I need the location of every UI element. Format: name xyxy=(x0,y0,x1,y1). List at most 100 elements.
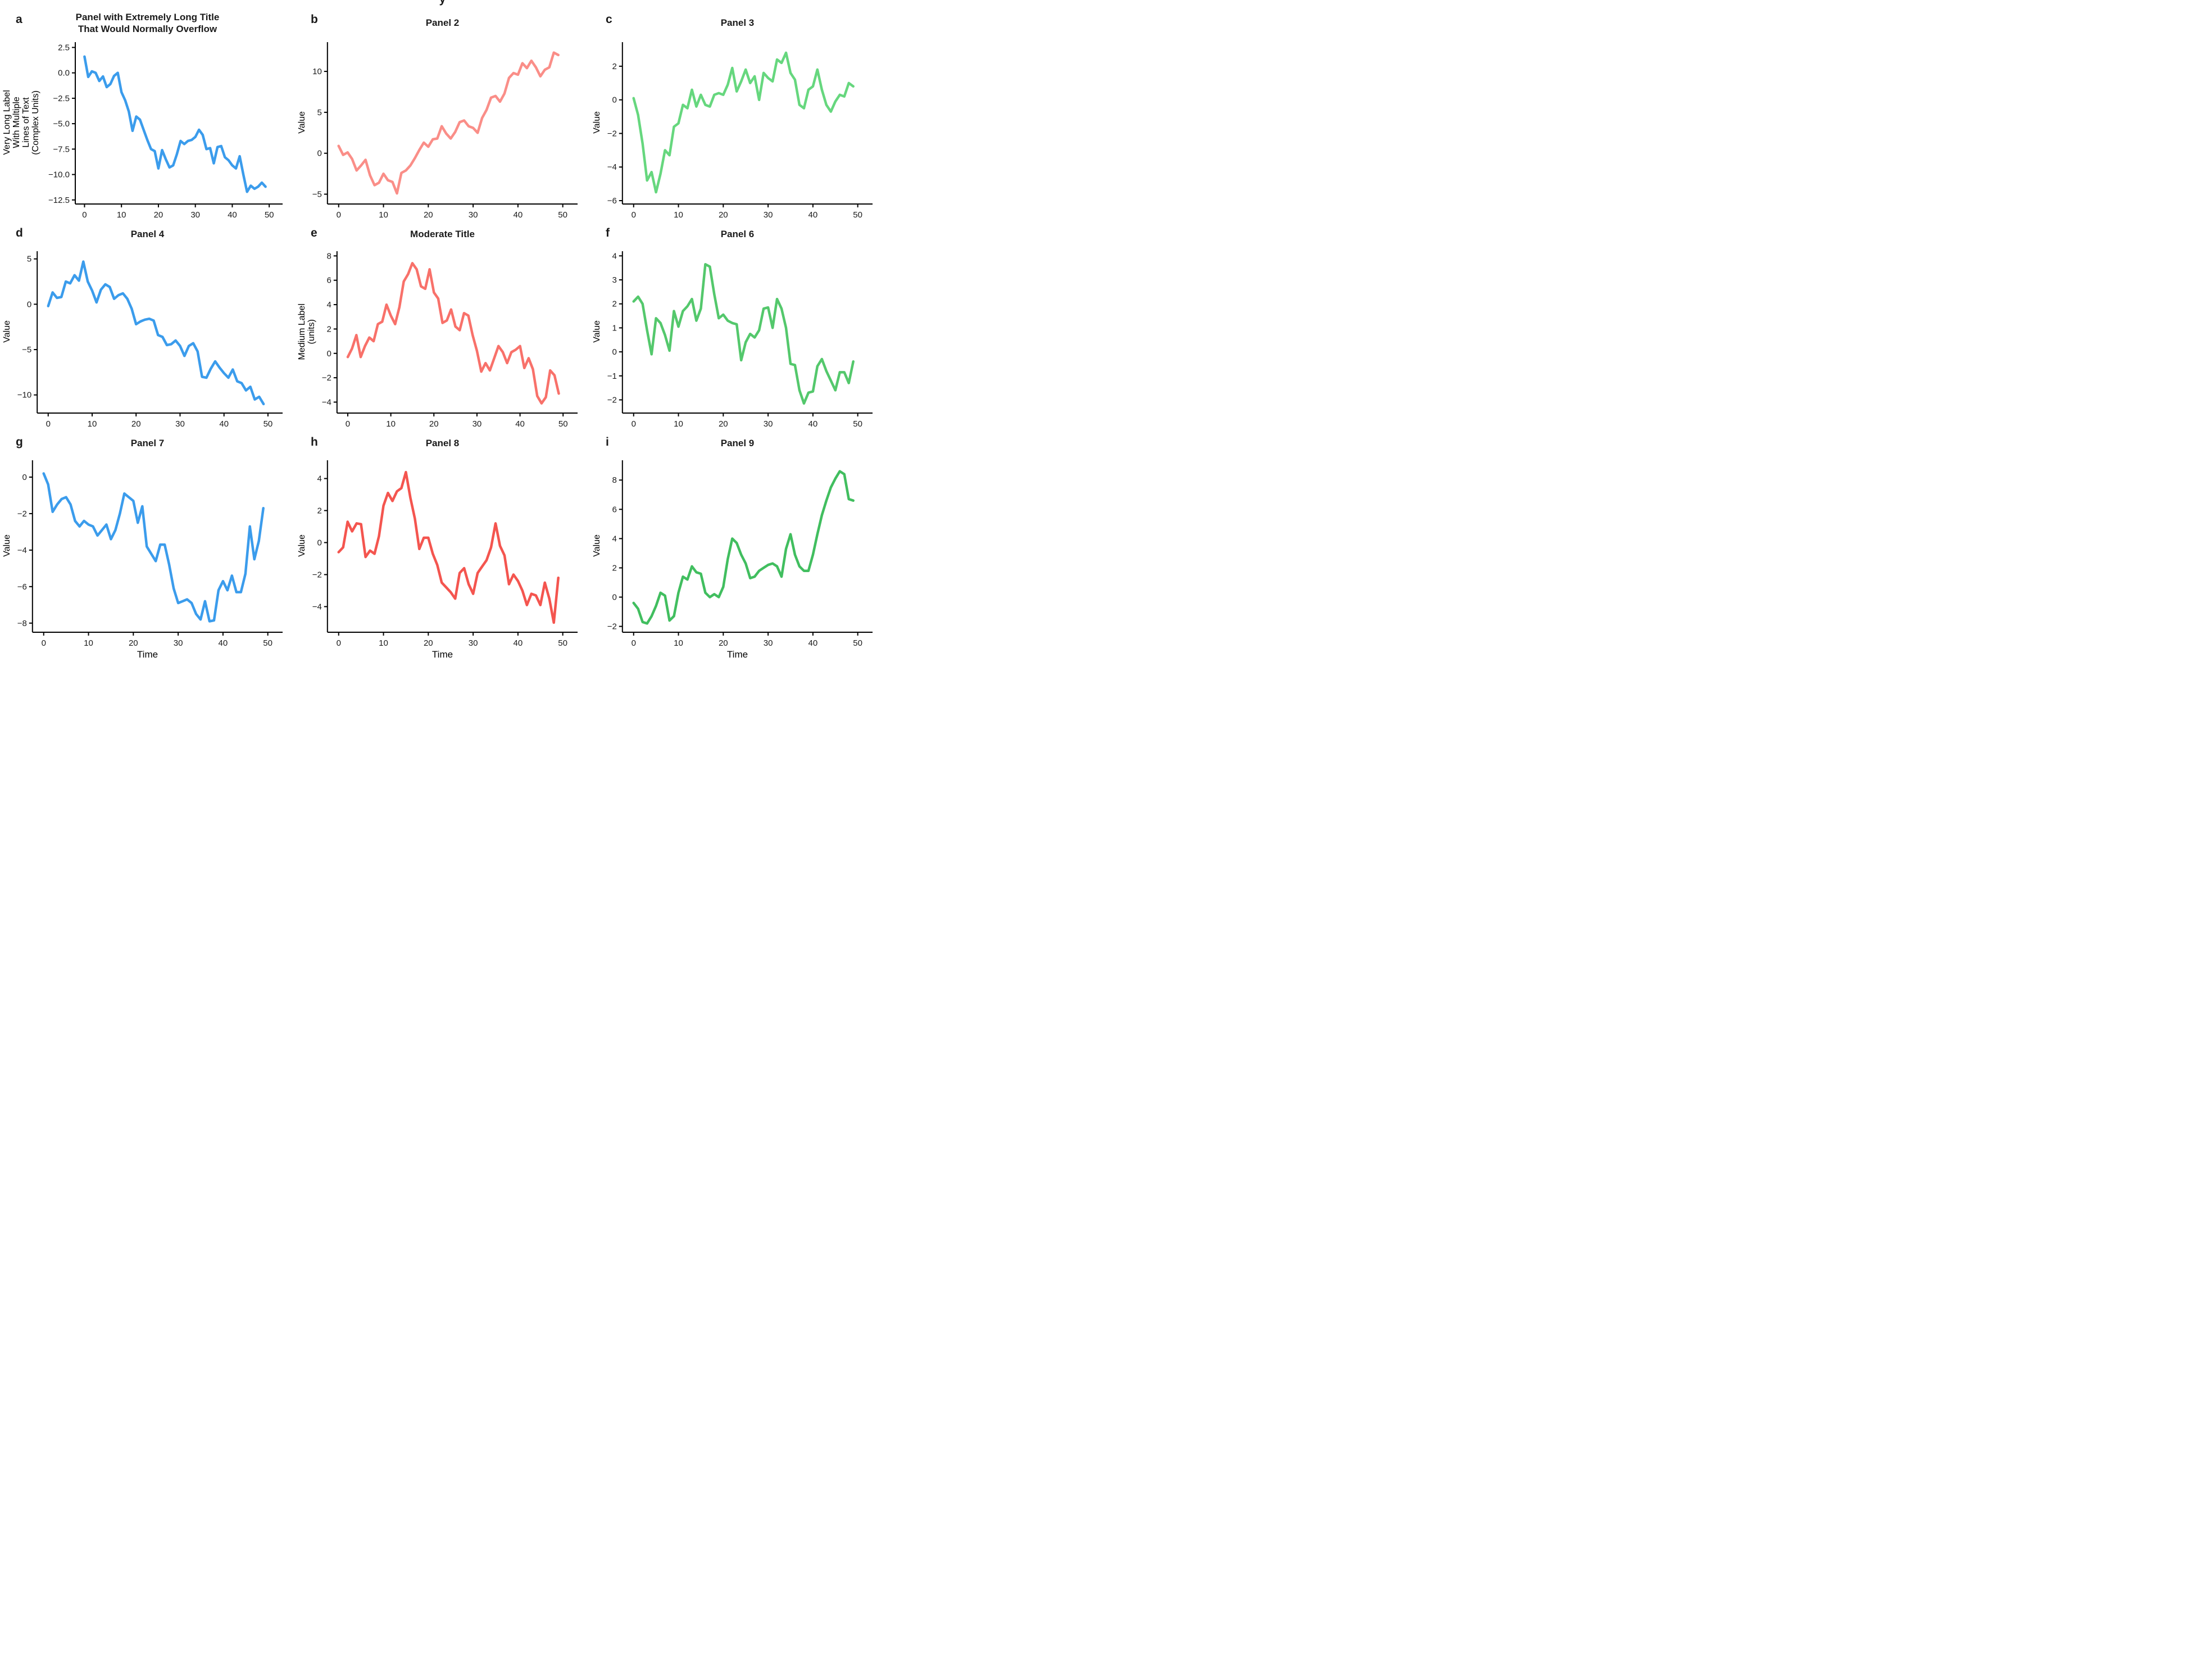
x-tick-label: 50 xyxy=(265,210,274,220)
y-tick-label: −10 xyxy=(17,391,31,400)
x-tick-label: 30 xyxy=(174,638,183,648)
panel-a-plot: 2.5 0.0 −2.5 −5.0 −7.5 −10.0 −12.5 0 10 20 30 40 50 xyxy=(48,42,283,220)
x-tick-label: 10 xyxy=(674,638,683,648)
y-tick-label: −8 xyxy=(17,619,27,628)
y-tick-label: −6 xyxy=(17,582,27,592)
x-tick-label: 50 xyxy=(853,419,862,429)
panel-i: i Panel 9 Value 8 6 4 2 0 −2 0 10 20 30 40 50 Time xyxy=(590,430,885,664)
x-tick-label: 0 xyxy=(632,210,636,220)
panel-title: Panel 7 xyxy=(130,438,165,449)
y-tick-label: −5 xyxy=(312,190,322,200)
panel-g-plot: 0 −2 −4 −6 −8 0 10 20 30 40 50 xyxy=(17,460,283,648)
y-axis-label: Value xyxy=(297,111,307,134)
x-tick-label: 0 xyxy=(46,419,51,429)
line-series-b xyxy=(337,51,560,195)
x-tick-label: 30 xyxy=(473,419,482,429)
x-tick-label: 10 xyxy=(88,419,97,429)
y-tick-label: 6 xyxy=(326,276,331,285)
x-tick-label: 0 xyxy=(346,419,350,429)
line-series-e xyxy=(346,262,560,405)
panel-tag: b xyxy=(311,13,318,26)
panel-h-plot: 420−2−40 10 20 30 40 50 xyxy=(312,460,578,648)
y-tick-label: 5 xyxy=(27,255,31,264)
panel-d: d Panel 4 Value 5 0 −5 −10 0 10 20 30 40 50 xyxy=(0,221,295,430)
y-tick-label: 6 xyxy=(612,505,616,514)
x-tick-label: 20 xyxy=(424,638,433,648)
y-tick-label: −4 xyxy=(312,602,322,611)
panel-title: Panel 2 xyxy=(425,17,460,29)
x-tick-label: 0 xyxy=(337,210,341,220)
y-tick-label: −7.5 xyxy=(53,144,70,154)
x-tick-label: 40 xyxy=(219,419,229,429)
panel-c: c Panel 3 Value 2 0 −2 −4 −6 0 10 20 30 40 50 xyxy=(590,7,885,221)
x-tick-label: 10 xyxy=(379,638,388,648)
y-axis-label: Medium Label (units) xyxy=(297,303,316,360)
y-tick-label: 2.5 xyxy=(58,43,70,52)
panel-tag: h xyxy=(311,436,318,448)
y-tick-label: 4 xyxy=(612,534,616,543)
x-tick-label: 50 xyxy=(558,210,567,220)
panel-a: a Panel with Extremely Long Title That W… xyxy=(0,7,295,221)
y-tick-label: −2.5 xyxy=(53,94,70,103)
panel-title: Moderate Title xyxy=(410,229,475,240)
y-tick-label: 2 xyxy=(317,506,321,515)
x-tick-label: 20 xyxy=(131,419,141,429)
panel-f: f Panel 6 Value 4 3 2 1 0 −1 −2 0 10 20 30 40 50 xyxy=(590,221,885,430)
x-tick-label: 40 xyxy=(809,419,818,429)
panel-e: e Moderate Title Medium Label (units) 8 6… xyxy=(295,221,590,430)
x-tick-label: 30 xyxy=(469,210,478,220)
line-series-g xyxy=(42,472,265,623)
x-tick-label: 20 xyxy=(429,419,439,429)
y-tick-label: −10.0 xyxy=(48,170,70,180)
line-series-f xyxy=(632,262,855,405)
y-axis-label: Value xyxy=(592,320,602,343)
x-tick-label: 30 xyxy=(175,419,185,429)
panel-title: Panel 3 xyxy=(720,17,755,29)
y-tick-label: 0 xyxy=(326,349,331,359)
y-tick-label: −2 xyxy=(607,129,617,138)
y-tick-label: 8 xyxy=(612,475,616,485)
x-tick-label: 40 xyxy=(228,210,237,220)
x-tick-label: 40 xyxy=(514,210,523,220)
x-tick-label: 30 xyxy=(764,210,773,220)
x-tick-label: 20 xyxy=(719,419,728,429)
panel-h: h Panel 8 Value 4 2 0 −2 −4 0 10 20 30 40 50 Time xyxy=(295,430,590,664)
y-tick-label: −4 xyxy=(607,162,617,172)
y-tick-label: 3 xyxy=(612,275,616,285)
y-tick-label: −12.5 xyxy=(48,196,70,205)
y-tick-label: 0 xyxy=(612,347,616,357)
panel-tag: a xyxy=(16,13,22,26)
x-tick-label: 50 xyxy=(264,419,273,429)
panel-title: Panel 6 xyxy=(720,229,755,240)
y-axis-label: Value xyxy=(2,534,12,557)
y-axis-label: Value xyxy=(297,534,307,557)
x-tick-label: 50 xyxy=(853,210,862,220)
y-tick-label: 2 xyxy=(612,62,616,71)
panel-d-plot: 50−5−100 10 20 30 40 50 xyxy=(17,251,283,429)
x-tick-label: 0 xyxy=(632,638,636,648)
y-tick-label: 0 xyxy=(22,473,26,482)
panel-grid: a Panel with Extremely Long Title That W… xyxy=(0,7,885,664)
y-tick-label: −2 xyxy=(607,622,617,632)
panel-title: Panel 4 xyxy=(130,229,165,240)
panel-tag: e xyxy=(311,226,317,239)
y-tick-label: −1 xyxy=(607,371,617,381)
x-tick-label: 20 xyxy=(719,210,728,220)
y-axis-label: Value xyxy=(592,534,602,557)
y-tick-label: −5 xyxy=(22,345,31,355)
y-tick-label: 1 xyxy=(612,323,616,333)
x-tick-label: 30 xyxy=(190,210,200,220)
panel-b: b Panel 2 Value 10 5 0 −5 0 10 20 30 40 50 xyxy=(295,7,590,221)
y-tick-label: −5.0 xyxy=(53,119,70,129)
line-series-i xyxy=(632,470,855,625)
y-tick-label: −4 xyxy=(17,546,27,555)
x-tick-label: 10 xyxy=(379,210,388,220)
x-axis-label: Time xyxy=(137,649,158,660)
x-tick-label: 40 xyxy=(219,638,228,648)
panel-title: Panel 9 xyxy=(720,438,755,449)
x-tick-label: 0 xyxy=(82,210,87,220)
x-tick-label: 40 xyxy=(514,638,523,648)
line-series-h xyxy=(337,470,560,624)
